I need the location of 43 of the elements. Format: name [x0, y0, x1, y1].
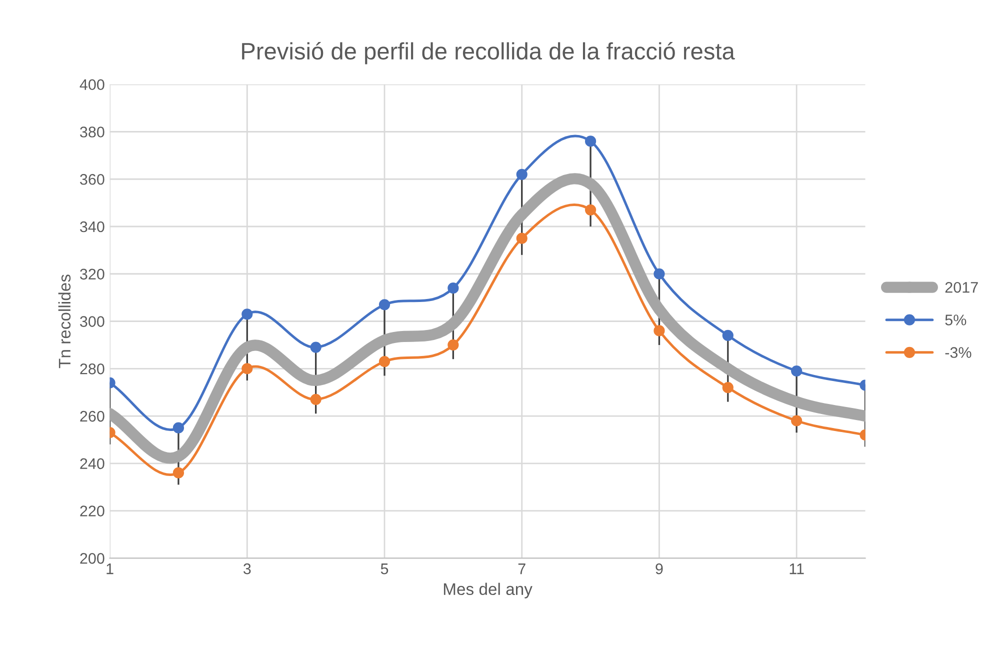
y-tick-label: 300	[80, 316, 104, 327]
point	[791, 415, 802, 426]
x-tick-label: 11	[790, 564, 804, 574]
y-axis-title: Tn recollides	[58, 274, 71, 368]
point	[242, 363, 253, 374]
legend-label: -3%	[945, 347, 972, 358]
point	[448, 282, 459, 294]
y-tick-label: 340	[80, 221, 104, 232]
point	[654, 325, 665, 336]
point	[310, 394, 322, 405]
x-tick-label: 9	[656, 563, 663, 574]
y-tick-label: 400	[80, 79, 104, 90]
point	[378, 356, 390, 368]
y-tick-label: 200	[80, 553, 104, 564]
point	[516, 232, 528, 244]
y-tick-label: 380	[80, 126, 104, 138]
legend-label: 2017	[945, 282, 978, 293]
chart-title: Previsió de perfil de recollida de la fracció resta	[242, 42, 735, 64]
point	[654, 268, 665, 280]
x-tick-label: 3	[243, 563, 251, 574]
point	[378, 299, 390, 310]
y-tick-label: 220	[80, 506, 104, 516]
point	[172, 422, 184, 434]
x-axis-title: Mes del any	[444, 582, 532, 598]
point	[791, 365, 802, 377]
point	[584, 136, 596, 147]
point	[516, 168, 528, 180]
x-tick-label: 7	[518, 564, 526, 574]
legend-label: 5%	[945, 314, 966, 326]
x-tick-label: 5	[380, 564, 388, 574]
y-tick-label: 280	[80, 364, 104, 374]
y-tick-label: 240	[80, 458, 104, 470]
point	[448, 339, 459, 350]
y-tick-label: 320	[80, 268, 104, 280]
point	[172, 467, 184, 478]
point	[722, 330, 734, 342]
point	[584, 204, 596, 216]
y-tick-label: 360	[80, 174, 104, 185]
point	[242, 308, 253, 320]
y-tick-label: 260	[80, 410, 104, 422]
point	[310, 342, 322, 353]
x-tick-label: 1	[106, 564, 114, 574]
point	[722, 382, 734, 394]
